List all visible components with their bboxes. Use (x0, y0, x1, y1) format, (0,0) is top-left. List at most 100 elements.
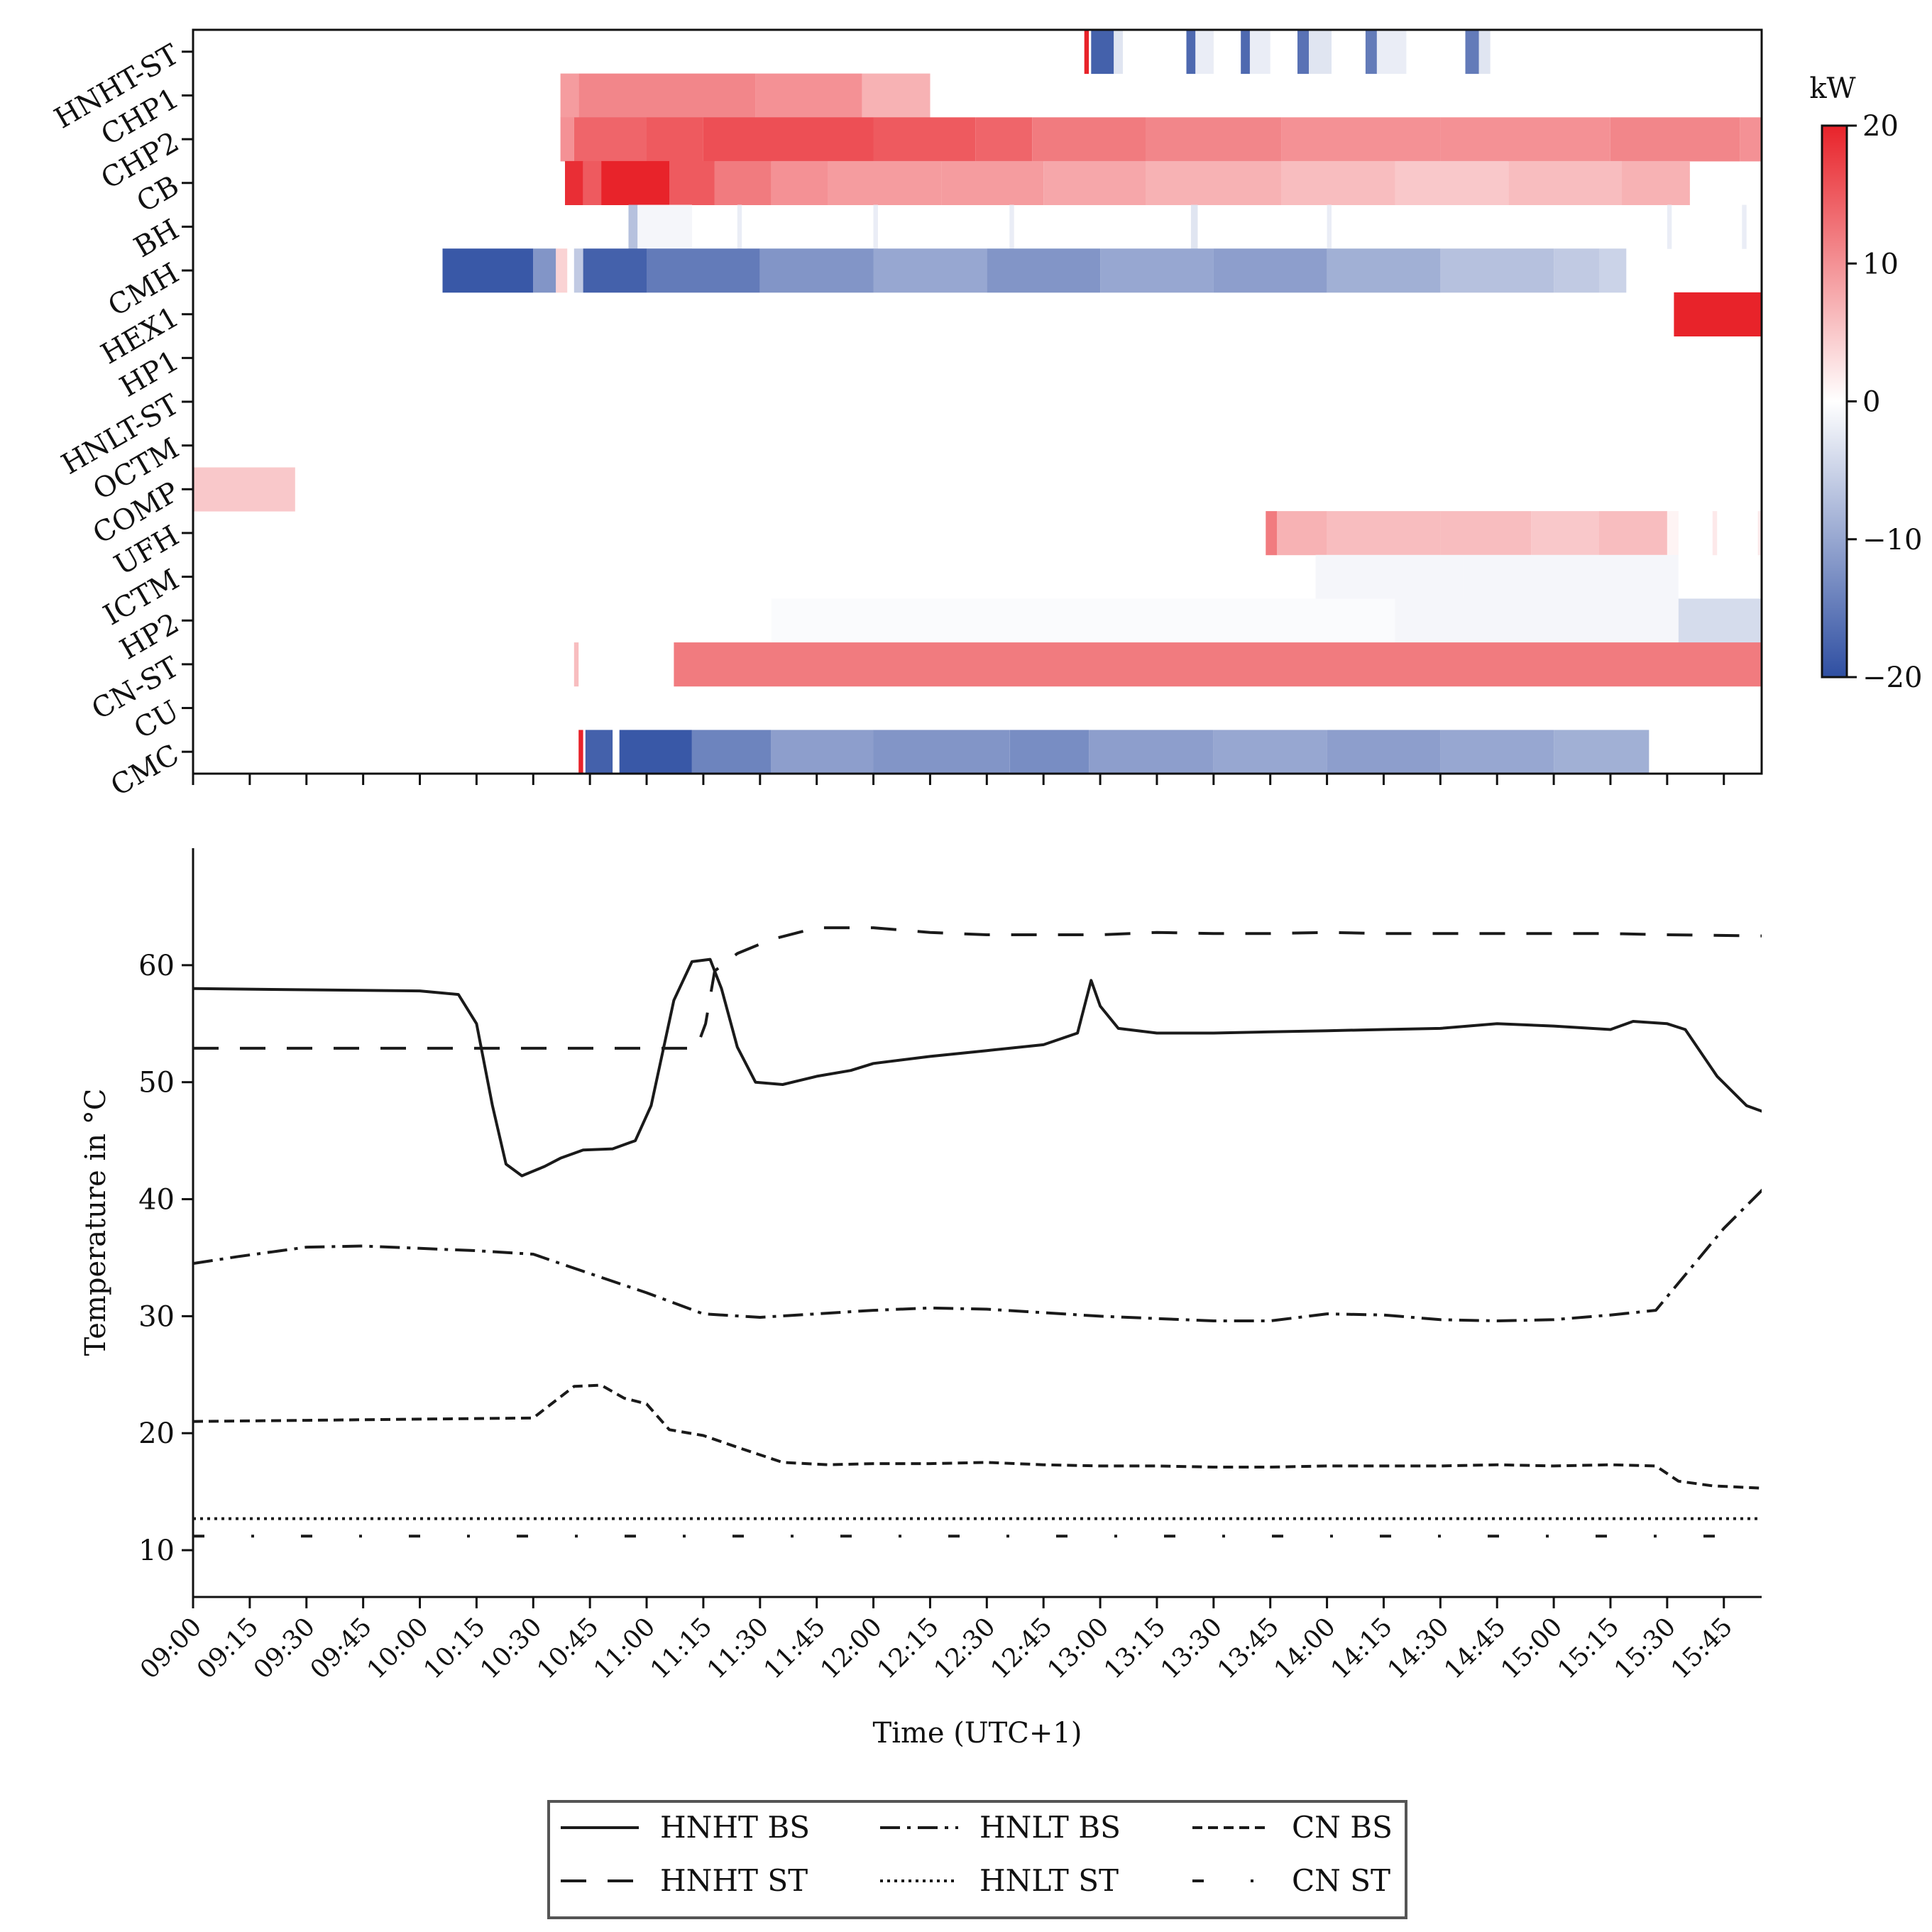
heatmap-cell-bh-1 (637, 204, 692, 249)
x-tick-label-1115: 11:15 (645, 1612, 718, 1684)
heatmap-cell-hnht-st-11 (1465, 30, 1479, 75)
heatmap-cell-bh-6 (1327, 204, 1332, 249)
x-tick-label-1515: 15:15 (1552, 1612, 1625, 1684)
x-tick-label-0915: 09:15 (192, 1612, 264, 1684)
legend-label-hnht-st: HNHT ST (660, 1863, 808, 1898)
heatmap-x-ticks (192, 774, 1725, 785)
legend-label-hnlt-st: HNLT ST (979, 1863, 1119, 1898)
heatmap-cell-hnht-st-0 (1084, 30, 1090, 75)
x-tick-label-1400: 14:00 (1269, 1612, 1341, 1684)
x-tick-label-0900: 09:00 (135, 1612, 207, 1684)
heatmap-cell-hp2-2 (1678, 598, 1762, 643)
heatmap-cell-cmh-13 (1554, 248, 1599, 293)
heatmap-row-ticks: HNHT-STCHP1CHP2CBBHCMHHEX1HP1HNLT-STOCTM… (49, 38, 193, 803)
x-ticks: 09:0009:1509:3009:4510:0010:1510:3010:45… (135, 1597, 1738, 1685)
y-ticks: 10 20 30 40 50 60 (138, 950, 193, 1567)
heatmap-cell-cmh-8 (987, 248, 1101, 293)
heatmap-cell-comp-0 (193, 467, 295, 512)
heatmap-cell-hnht-st-2 (1114, 30, 1123, 75)
heatmap-cell-cmh-0 (442, 248, 534, 293)
colorbar-tick-label-2: 0 (1862, 386, 1880, 419)
heatmap-cell-cmh-7 (873, 248, 987, 293)
heatmap-cell-bh-8 (1742, 204, 1747, 249)
heatmap-cell-bh-0 (628, 204, 638, 249)
heatmap-cell-chp2-7 (1146, 117, 1282, 162)
legend-label-hnht-bs: HNHT BS (660, 1810, 810, 1845)
heatmap-cell-cb-3 (669, 160, 715, 205)
heatmap-cell-hnht-st-6 (1249, 30, 1270, 75)
heatmap-cell-ufh-7 (1712, 511, 1718, 556)
colorbar-tick-label-4: −20 (1862, 662, 1922, 694)
heatmap-cell-cb-1 (583, 160, 602, 205)
legend: HNHT BS HNLT BS CN BS HNHT ST HNLT ST CN ST (547, 1800, 1407, 1919)
heatmap-cell-cmc-4 (771, 730, 874, 774)
heatmap-cell-cmc-2 (619, 730, 692, 774)
heatmap-cell-chp2-0 (560, 117, 574, 162)
y-tick-label-60: 60 (138, 950, 175, 982)
heatmap-cell-ufh-3 (1440, 511, 1532, 556)
y-tick-label-30: 30 (138, 1300, 175, 1333)
heatmap-cell-bh-4 (1009, 204, 1014, 249)
x-tick-label-1530: 15:30 (1609, 1612, 1681, 1684)
heatmap-cell-cmh-3 (573, 248, 583, 293)
heatmap-cell-chp2-8 (1281, 117, 1441, 162)
colorbar-ticks: 20 10 0 −10 −20 (1847, 110, 1922, 694)
x-tick-label-1545: 15:45 (1666, 1612, 1738, 1684)
heatmap-cell-cmh-2 (556, 248, 568, 293)
heatmap-cell-cmc-7 (1089, 730, 1214, 774)
heatmap-cell-cmh-10 (1213, 248, 1327, 293)
heatmap-cell-chp2-10 (1610, 117, 1740, 162)
heatmap-cell-cb-8 (1043, 160, 1146, 205)
x-tick-label-1445: 14:45 (1439, 1612, 1511, 1684)
heatmap-cell-hnht-st-8 (1309, 30, 1332, 75)
heatmap-cell-cmc-5 (873, 730, 1010, 774)
legend-items: HNHT BS HNLT BS CN BS HNHT ST HNLT ST CN ST (561, 1810, 1393, 1898)
heatmap-cell-hnht-st-5 (1241, 30, 1250, 75)
heatmap-cell-cmh-11 (1327, 248, 1441, 293)
heatmap-cell-cb-4 (714, 160, 772, 205)
x-tick-label-1430: 14:30 (1382, 1612, 1454, 1684)
series-line-hnlt-bs (193, 1188, 1762, 1322)
y-tick-label-20: 20 (138, 1417, 175, 1450)
x-tick-label-1200: 12:00 (816, 1612, 888, 1684)
x-tick-label-1030: 10:30 (475, 1612, 547, 1684)
heatmap-cell-chp2-6 (1032, 117, 1146, 162)
heatmap-cell-cmc-0 (578, 730, 583, 774)
heatmap-cell-chp2-1 (573, 117, 647, 162)
heatmap-cell-ufh-6 (1667, 511, 1679, 556)
y-tick-label-50: 50 (138, 1067, 175, 1099)
heatmap-cell-cb-10 (1281, 160, 1395, 205)
heatmap-cell-cmc-8 (1213, 730, 1327, 774)
colorbar: kW 20 10 0 −10 −20 (1809, 72, 1922, 694)
heatmap-cell-cmh-4 (583, 248, 647, 293)
heatmap-cell-bh-7 (1667, 204, 1672, 249)
x-tick-label-1230: 12:30 (928, 1612, 1001, 1684)
colorbar-tick-label-3: −10 (1862, 524, 1922, 556)
heatmap-cell-bh-2 (737, 204, 742, 249)
x-tick-label-1415: 14:15 (1325, 1612, 1398, 1684)
heatmap-cell-chp2-5 (975, 117, 1033, 162)
colorbar-gradient (1821, 124, 1848, 679)
heatmap-cell-ufh-4 (1531, 511, 1599, 556)
heatmap-row-label-cmc: CMC (106, 738, 185, 803)
heatmap-cell-hex1-0 (1674, 292, 1762, 336)
x-tick-label-1345: 13:45 (1212, 1612, 1285, 1684)
heatmap-cell-ictm-1 (1463, 554, 1679, 599)
heatmap-panel: HNHT-STCHP1CHP2CBBHCMHHEX1HP1HNLT-STOCTM… (49, 28, 1803, 803)
heatmap-cell-cmc-1 (585, 730, 613, 774)
heatmap-cell-cmh-9 (1100, 248, 1214, 293)
heatmap-cell-hp2-0 (771, 598, 1395, 643)
heatmap-cell-chp1-0 (560, 73, 579, 118)
x-tick-label-1330: 13:30 (1156, 1612, 1228, 1684)
x-tick-label-0930: 09:30 (248, 1612, 321, 1684)
heatmap-row-label-bh: BH (128, 213, 185, 264)
heatmap-cell-ufh-9 (1799, 511, 1803, 555)
x-axis-label: Time (UTC+1) (873, 1717, 1082, 1750)
x-tick-label-1045: 10:45 (532, 1612, 604, 1684)
legend-box (547, 1800, 1407, 1919)
x-tick-label-1000: 10:00 (362, 1612, 434, 1684)
legend-label-hnlt-bs: HNLT BS (979, 1810, 1121, 1845)
heatmap-cell-chp2-3 (703, 117, 874, 162)
